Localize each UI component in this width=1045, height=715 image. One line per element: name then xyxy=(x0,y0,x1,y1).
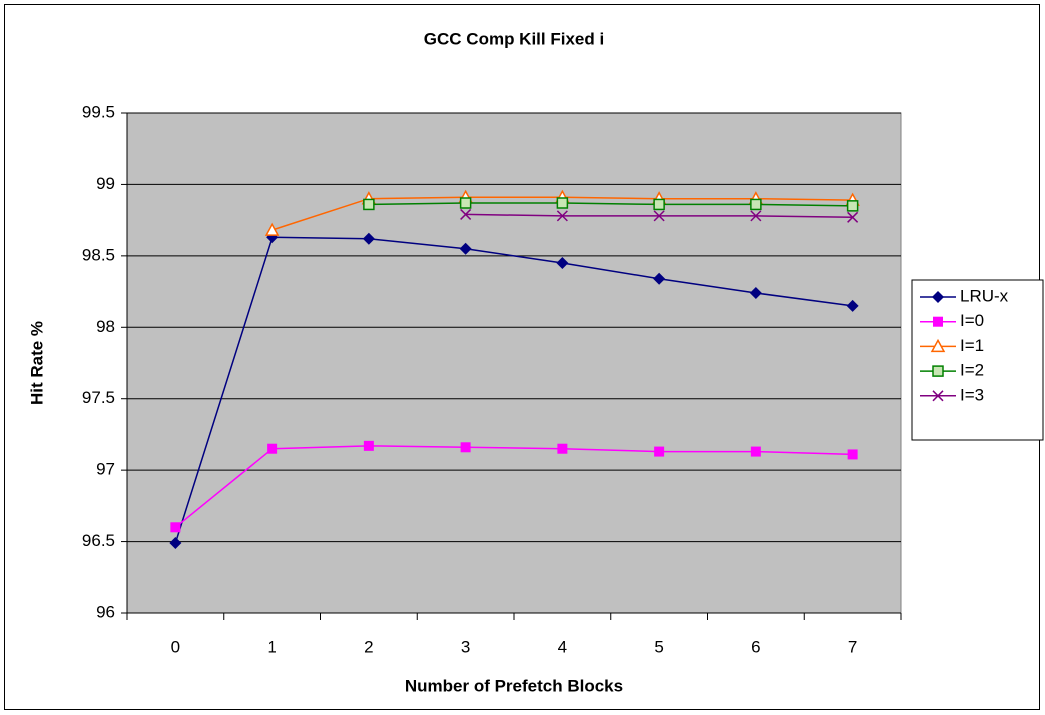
marker xyxy=(653,198,665,211)
legend-label: I=0 xyxy=(960,311,984,330)
marker xyxy=(267,443,278,454)
y-tick-label: 98.5 xyxy=(82,245,115,264)
series-line xyxy=(174,236,853,544)
marker xyxy=(653,210,665,222)
y-tick-label: 97.5 xyxy=(82,388,115,407)
marker xyxy=(556,197,569,209)
y-tick-label: 96 xyxy=(96,602,115,621)
marker xyxy=(460,442,471,453)
marker xyxy=(169,537,182,549)
x-tick-label: 6 xyxy=(751,637,760,656)
marker xyxy=(459,197,472,209)
series-line xyxy=(368,202,853,207)
marker xyxy=(654,446,665,457)
marker xyxy=(750,446,761,457)
legend-marker xyxy=(932,365,944,377)
marker xyxy=(749,287,762,299)
marker xyxy=(846,200,859,212)
marker xyxy=(556,210,568,222)
x-tick-label: 4 xyxy=(558,637,567,656)
marker xyxy=(264,222,280,236)
legend-label: I=2 xyxy=(960,361,984,380)
legend-label: I=1 xyxy=(960,336,984,355)
legend-marker xyxy=(932,291,944,303)
marker xyxy=(557,443,568,454)
marker xyxy=(459,242,472,255)
marker xyxy=(750,198,762,211)
legend xyxy=(911,279,1044,441)
x-tick-label: 7 xyxy=(848,637,857,656)
marker xyxy=(847,449,858,460)
marker xyxy=(363,198,375,211)
marker xyxy=(170,522,181,533)
marker xyxy=(846,299,859,312)
legend-marker xyxy=(932,390,944,402)
y-tick-label: 99 xyxy=(96,174,115,193)
series-line xyxy=(174,445,853,528)
marker xyxy=(653,272,666,285)
plot-area xyxy=(126,112,902,614)
x-tick-label: 5 xyxy=(654,637,663,656)
marker xyxy=(556,257,569,269)
y-axis-label: Hit Rate % xyxy=(27,321,46,405)
x-tick-label: 1 xyxy=(267,637,276,656)
marker xyxy=(363,440,374,451)
x-tick-label: 3 xyxy=(461,637,470,656)
legend-marker xyxy=(930,338,946,353)
y-tick-label: 97 xyxy=(96,460,115,479)
x-tick-label: 2 xyxy=(364,637,373,656)
chart-title: GCC Comp Kill Fixed i xyxy=(424,29,604,48)
y-tick-label: 96.5 xyxy=(82,531,115,550)
y-tick-label: 98 xyxy=(96,317,115,336)
marker xyxy=(847,211,859,223)
x-axis-label: Number of Prefetch Blocks xyxy=(405,676,623,695)
marker xyxy=(460,208,472,220)
marker xyxy=(362,232,375,245)
legend-label: LRU-x xyxy=(960,286,1009,305)
marker xyxy=(750,210,762,222)
legend-label: I=3 xyxy=(960,385,984,404)
legend-marker xyxy=(933,316,943,327)
y-tick-label: 99.5 xyxy=(82,102,115,121)
x-tick-label: 0 xyxy=(171,637,180,656)
